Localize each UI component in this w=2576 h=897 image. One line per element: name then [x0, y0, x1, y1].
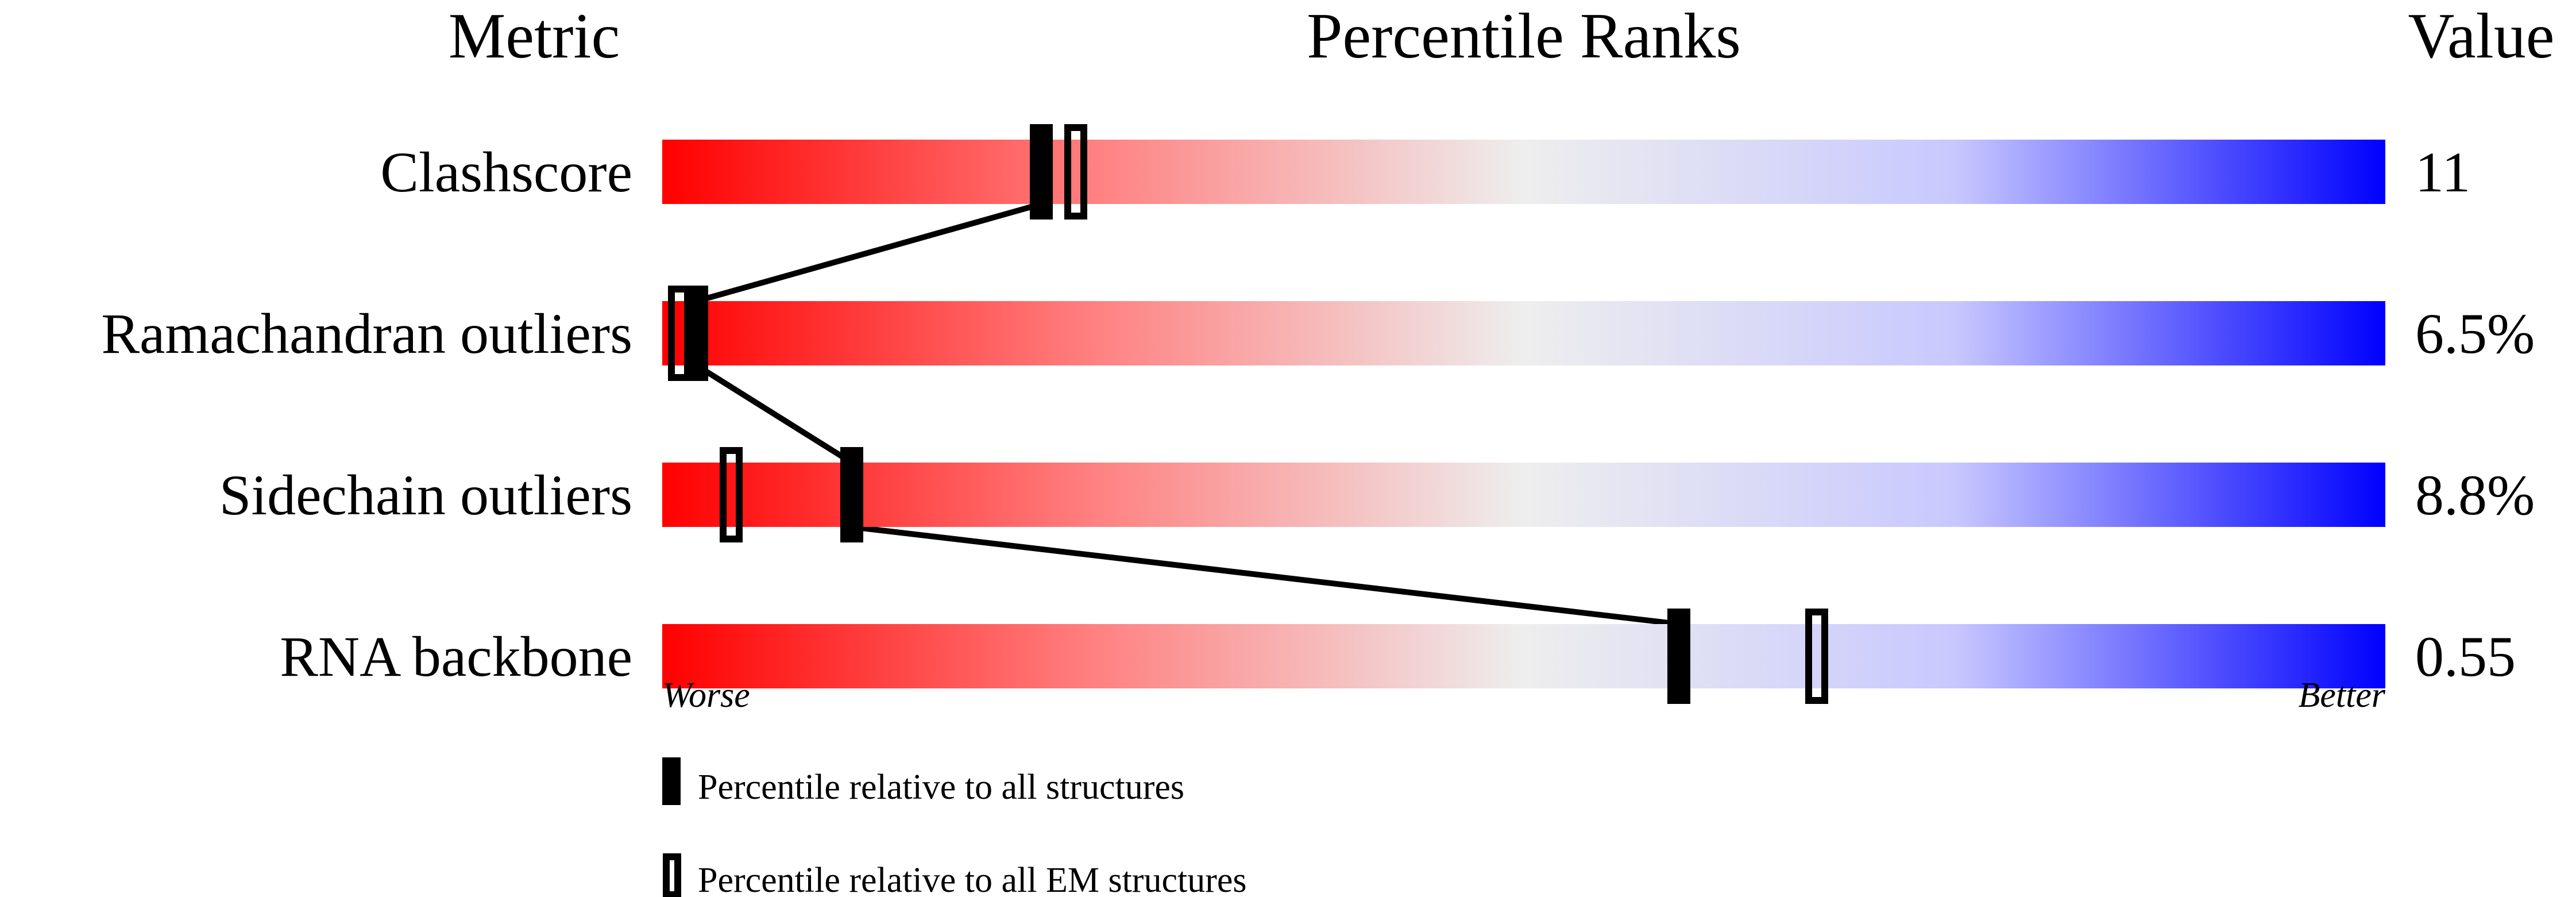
percentile-bar [662, 140, 2385, 204]
metric-value: 6.5% [2415, 302, 2535, 365]
metric-value: 11 [2415, 140, 2470, 204]
percentile-bar [662, 624, 2385, 688]
all-percentile-marker [1667, 609, 1690, 704]
legend-all-structures: Percentile relative to all structures [698, 768, 1184, 807]
metric-value: 8.8% [2415, 463, 2535, 527]
percentile-bar [662, 463, 2385, 527]
connector-line [696, 201, 1042, 304]
header-percentile-ranks: Percentile Ranks [1307, 1, 1741, 72]
metric-row: Clashscore 11 [380, 124, 2470, 220]
legend-em-structures: Percentile relative to all EM structures [698, 861, 1247, 897]
metric-value: 0.55 [2415, 625, 2516, 688]
metric-label: RNA backbone [280, 625, 632, 688]
metric-row: Ramachandran outliers 6.5% [101, 286, 2535, 381]
metric-row: RNA backbone 0.55 [280, 609, 2516, 704]
em-percentile-marker [720, 447, 743, 542]
metric-label: Clashscore [380, 140, 632, 204]
metric-label: Ramachandran outliers [101, 302, 632, 365]
metric-row: Sidechain outliers 8.8% [219, 447, 2535, 542]
all-percentile-marker [840, 447, 863, 542]
header-value: Value [2408, 1, 2554, 72]
em-percentile-marker [1805, 609, 1828, 704]
metric-label: Sidechain outliers [219, 463, 632, 527]
percentile-bar [662, 301, 2385, 365]
em-percentile-marker [1064, 124, 1087, 220]
header-metric: Metric [449, 1, 620, 72]
axis-better-label: Better [2299, 676, 2386, 715]
all-percentile-marker [1030, 124, 1053, 220]
all-percentile-marker [685, 286, 708, 381]
legend-open-marker [663, 853, 681, 897]
connector-line [695, 363, 853, 465]
connector-lines [695, 201, 1679, 627]
axis-worse-label: Worse [662, 676, 750, 715]
connector-line [851, 524, 1679, 627]
legend-filled-marker [662, 757, 681, 805]
